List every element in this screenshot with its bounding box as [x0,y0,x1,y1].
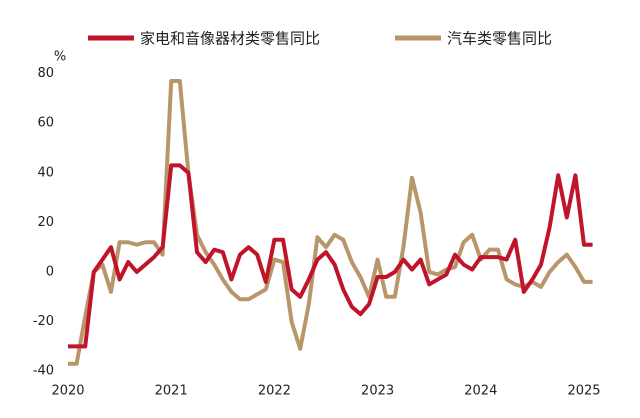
y-tick-label: 40 [37,165,54,180]
y-tick-label: 20 [37,215,54,230]
y-tick-label: 80 [37,66,54,81]
y-tick-label: 60 [37,116,54,131]
x-tick-label: 2022 [258,384,291,399]
series-line [68,79,593,366]
y-axis-label: % [54,50,66,65]
x-tick-label: 2023 [361,384,394,399]
series-line [68,163,593,349]
x-tick-label: 2025 [567,384,600,399]
y-tick-label: -20 [33,314,54,329]
x-tick-label: 2024 [464,384,497,399]
legend-label: 家电和音像器材类零售同比 [140,30,320,48]
y-tick-label: 0 [46,265,54,280]
legend-label: 汽车类零售同比 [447,30,552,48]
x-tick-label: 2021 [155,384,188,399]
y-tick-label: -40 [33,364,54,379]
x-tick-label: 2020 [51,384,84,399]
